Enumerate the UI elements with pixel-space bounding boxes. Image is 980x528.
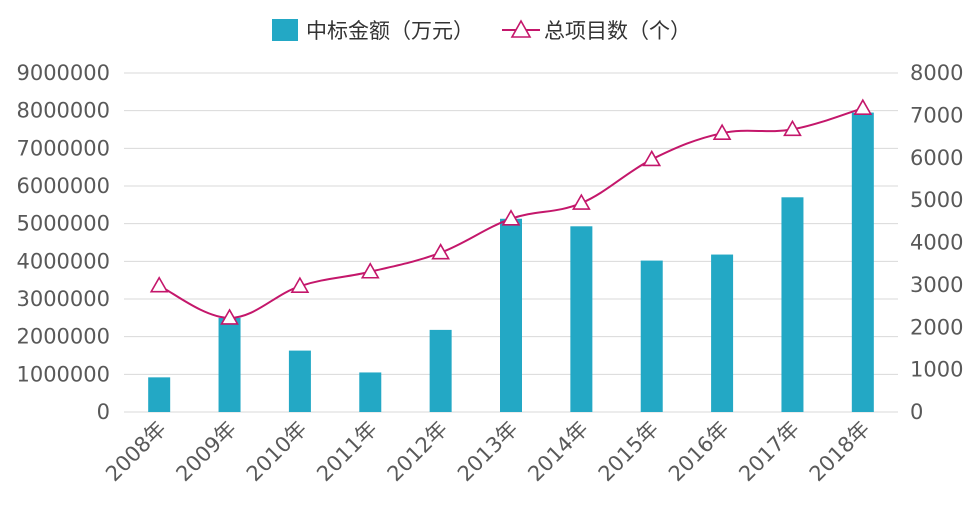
right-tick-label: 2000 (910, 315, 963, 339)
bar (570, 226, 593, 412)
right-axis-ticks: 0 1000 2000 3000 4000 5000 6000 7000 8000 (910, 61, 963, 424)
bar (429, 329, 452, 412)
right-tick-label: 1000 (910, 358, 963, 382)
right-tick-label: 3000 (910, 273, 963, 297)
bar (218, 317, 241, 412)
x-tick-label: 2014年 (523, 417, 593, 487)
left-tick-label: 1000000 (16, 362, 110, 386)
left-tick-label: 4000000 (16, 249, 110, 273)
bar (148, 377, 171, 412)
x-tick-label: 2018年 (805, 417, 875, 487)
bar (711, 254, 734, 412)
x-tick-label: 2016年 (664, 417, 734, 487)
x-tick-label: 2008年 (101, 417, 171, 487)
triangle-marker (712, 123, 732, 140)
x-tick-label: 2017年 (734, 417, 804, 487)
triangle-marker (431, 243, 451, 260)
bar (781, 197, 804, 412)
left-tick-label: 3000000 (16, 287, 110, 311)
left-tick-label: 0 (97, 400, 110, 424)
triangle-marker (360, 262, 380, 279)
bar (851, 112, 874, 413)
triangle-marker (853, 98, 873, 115)
x-tick-label: 2015年 (594, 417, 664, 487)
triangle-marker (149, 276, 169, 293)
right-tick-label: 4000 (910, 231, 963, 255)
triangle-marker (220, 308, 239, 325)
legend-line-label: 总项目数（个） (544, 19, 691, 43)
left-tick-label: 5000000 (16, 212, 110, 236)
legend-bar-swatch (272, 19, 298, 41)
legend-bar-label: 中标金额（万元） (306, 19, 474, 43)
left-axis-ticks: 0 1000000 2000000 3000000 4000000 5000000 6000… (16, 61, 110, 424)
x-tick-label: 2010年 (242, 417, 312, 487)
x-axis-ticks: 2008年 2009年 2010年 2011年 2012年 2013年 2014年 2015年… (101, 417, 874, 487)
triangle-marker (290, 276, 310, 293)
x-tick-label: 2009年 (171, 417, 241, 487)
right-tick-label: 7000 (910, 103, 963, 127)
line-series (149, 98, 873, 325)
triangle-marker (642, 149, 662, 167)
legend: 中标金额（万元） 总项目数（个） (272, 19, 691, 43)
right-tick-label: 8000 (910, 61, 963, 85)
right-tick-label: 0 (910, 400, 923, 424)
right-tick-label: 6000 (910, 146, 963, 170)
x-tick-label: 2013年 (453, 417, 523, 487)
x-tick-label: 2011年 (312, 417, 382, 487)
left-tick-label: 6000000 (16, 174, 110, 198)
right-tick-label: 5000 (910, 188, 963, 212)
triangle-marker (783, 119, 802, 137)
bar (500, 218, 522, 412)
bar (359, 372, 382, 412)
left-tick-label: 2000000 (16, 325, 110, 349)
bar (288, 350, 311, 412)
triangle-marker (571, 193, 591, 210)
triangle-marker (501, 209, 521, 226)
x-tick-label: 2012年 (383, 417, 453, 487)
bar (640, 260, 663, 412)
legend-triangle-icon (510, 19, 532, 38)
left-tick-label: 8000000 (16, 99, 110, 123)
left-tick-label: 7000000 (16, 136, 110, 160)
bars (148, 112, 874, 413)
left-tick-label: 9000000 (16, 61, 110, 85)
